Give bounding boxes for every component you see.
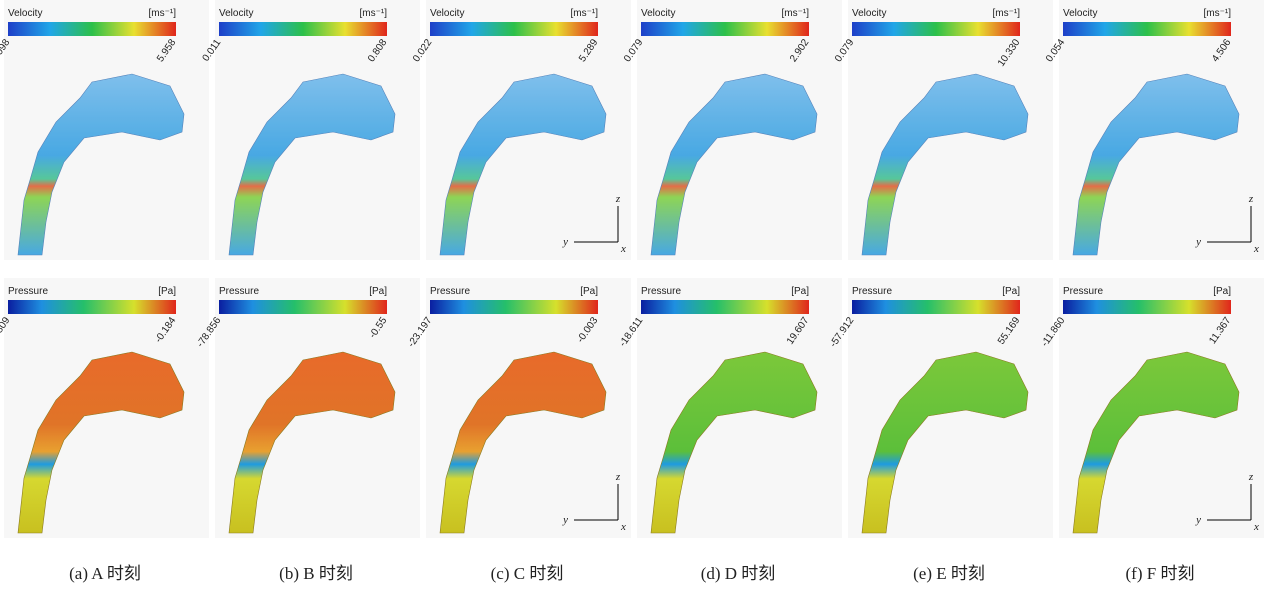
colorbar-label: Pressure [852,286,892,297]
colorbar [430,22,598,36]
caption: (e) E 时刻 [913,564,985,583]
caption: (b) B 时刻 [279,564,353,583]
colorbar-unit: [ms⁻¹] [571,8,599,19]
colorbar-label: Velocity [852,8,886,19]
pressure-panel: Pressure[Pa]-30.809-0.184 [0,278,209,538]
axis-label: x [620,521,626,533]
axis-label: y [562,514,568,526]
colorbar-label: Pressure [8,286,48,297]
colorbar [641,22,809,36]
colorbar [219,300,387,314]
colorbar [1063,300,1231,314]
colorbar-unit: [Pa] [369,286,387,297]
axis-label: y [562,236,568,248]
colorbar-label: Velocity [219,8,253,19]
axis-label: z [1248,193,1254,205]
axis-label: x [620,243,626,255]
axis-label: x [1253,243,1259,255]
colorbar-label: Pressure [219,286,259,297]
colorbar-label: Pressure [1063,286,1103,297]
colorbar-unit: [ms⁻¹] [360,8,388,19]
colorbar-label: Velocity [1063,8,1097,19]
caption: (c) C 时刻 [491,564,564,583]
colorbar-unit: [ms⁻¹] [1204,8,1232,19]
caption: (a) A 时刻 [69,564,141,583]
colorbar [430,300,598,314]
axis-label: y [1195,236,1201,248]
axis-label: y [1195,514,1201,526]
colorbar-unit: [ms⁻¹] [149,8,177,19]
colorbar [852,22,1020,36]
colorbar-unit: [Pa] [580,286,598,297]
colorbar-unit: [Pa] [158,286,176,297]
axis-label: z [615,471,621,483]
colorbar-unit: [Pa] [1002,286,1020,297]
colorbar-unit: [ms⁻¹] [782,8,810,19]
colorbar-unit: [ms⁻¹] [993,8,1021,19]
colorbar-unit: [Pa] [1213,286,1231,297]
axis-label: x [1253,521,1259,533]
colorbar [8,300,176,314]
colorbar-label: Velocity [641,8,675,19]
pressure-panel: Pressure[Pa]-78.856-0.55 [195,278,420,538]
caption: (d) D 时刻 [701,564,776,583]
colorbar [1063,22,1231,36]
axis-label: z [615,193,621,205]
colorbar-label: Velocity [430,8,464,19]
colorbar-label: Velocity [8,8,42,19]
axis-label: z [1248,471,1254,483]
colorbar-label: Pressure [641,286,681,297]
figure: Velocity[ms⁻¹]0.0985.958Pressure[Pa]-30.… [0,0,1271,587]
caption: (f) F 时刻 [1126,564,1195,583]
colorbar [852,300,1020,314]
colorbar-unit: [Pa] [791,286,809,297]
colorbar-label: Pressure [430,286,470,297]
colorbar [219,22,387,36]
colorbar [641,300,809,314]
colorbar [8,22,176,36]
